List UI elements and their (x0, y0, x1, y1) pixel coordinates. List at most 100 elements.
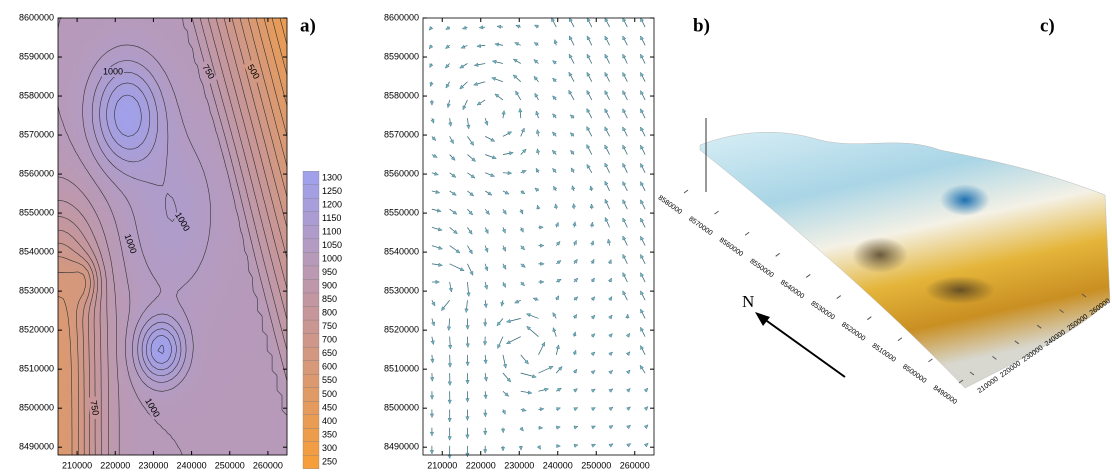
field-cell (192, 246, 197, 251)
field-cell (83, 445, 88, 450)
field-cell (237, 385, 242, 390)
colorbar-box (303, 306, 319, 320)
field-cell (138, 306, 143, 311)
field-cell (207, 331, 212, 336)
field-cell (113, 321, 118, 326)
field-cell (232, 97, 237, 102)
field-cell (133, 276, 138, 281)
field-cell (177, 390, 182, 395)
y-tick-label: 8580000 (657, 195, 683, 216)
field-cell (158, 127, 163, 132)
y-tick-label: 8540000 (384, 246, 419, 256)
field-cell (182, 445, 187, 450)
field-cell (237, 117, 242, 122)
vector-head (460, 65, 464, 68)
vector-head (623, 200, 626, 204)
field-cell (267, 435, 272, 440)
field-cell (187, 83, 192, 88)
field-cell (118, 207, 123, 212)
field-cell (222, 415, 227, 420)
field-cell (277, 435, 282, 440)
field-cell (237, 147, 242, 152)
field-cell (58, 202, 63, 207)
field-cell (197, 117, 202, 122)
vector-head (465, 309, 468, 313)
field-cell (192, 162, 197, 167)
field-cell (207, 162, 212, 167)
field-cell (83, 321, 88, 326)
field-cell (118, 311, 123, 316)
field-cell (153, 251, 158, 256)
field-cell (83, 142, 88, 147)
vector-head (640, 54, 643, 58)
field-cell (168, 102, 173, 107)
field-cell (158, 192, 163, 197)
field-cell (173, 23, 178, 28)
field-cell (257, 445, 262, 450)
field-cell (143, 162, 148, 167)
field-cell (217, 371, 222, 376)
field-cell (158, 440, 163, 445)
field-cell (272, 435, 277, 440)
field-cell (133, 351, 138, 356)
panel-a: 1000750500100010007501000849000085000008… (19, 12, 342, 470)
field-cell (113, 53, 118, 58)
colorbar-label: 850 (322, 294, 337, 304)
vector-head (573, 240, 576, 244)
field-cell (148, 53, 153, 58)
field-cell (192, 306, 197, 311)
field-cell (212, 390, 217, 395)
vector-head (430, 450, 433, 454)
field-cell (148, 445, 153, 450)
field-cell (73, 276, 78, 281)
field-cell (237, 207, 242, 212)
field-cell (123, 301, 128, 306)
field-cell (267, 341, 272, 346)
y-tick-label: 8490000 (19, 442, 54, 452)
field-cell (168, 440, 173, 445)
field-cell (202, 246, 207, 251)
vector-head (536, 111, 539, 115)
field-cell (207, 276, 212, 281)
field-cell (113, 286, 118, 291)
field-cell (153, 266, 158, 271)
field-cell (272, 132, 277, 137)
field-cell (192, 410, 197, 415)
field-cell (118, 440, 123, 445)
field-cell (103, 18, 108, 23)
field-cell (168, 73, 173, 78)
field-cell (222, 301, 227, 306)
field-cell (252, 450, 257, 455)
colorbar-label: 1200 (322, 199, 342, 209)
field-cell (63, 296, 68, 301)
field-cell (153, 157, 158, 162)
vector-head (536, 168, 539, 172)
field-cell (202, 152, 207, 157)
field-cell (143, 301, 148, 306)
field-cell (277, 18, 282, 23)
field-cell (202, 142, 207, 147)
field-cell (88, 440, 93, 445)
field-cell (118, 361, 123, 366)
field-cell (187, 63, 192, 68)
field-cell (182, 420, 187, 425)
field-cell (197, 390, 202, 395)
field-cell (227, 227, 232, 232)
y-tick (684, 190, 688, 193)
field-cell (143, 227, 148, 232)
field-cell (182, 351, 187, 356)
field-cell (58, 122, 63, 127)
field-cell (212, 311, 217, 316)
field-cell (177, 58, 182, 63)
field-cell (192, 286, 197, 291)
vector-head (623, 54, 626, 58)
vector-head (626, 352, 630, 356)
field-cell (78, 68, 83, 73)
field-cell (108, 38, 113, 43)
field-cell (58, 48, 63, 53)
field-cell (202, 122, 207, 127)
field-cell (207, 415, 212, 420)
field-cell (267, 117, 272, 122)
field-cell (168, 152, 173, 157)
field-cell (173, 187, 178, 192)
